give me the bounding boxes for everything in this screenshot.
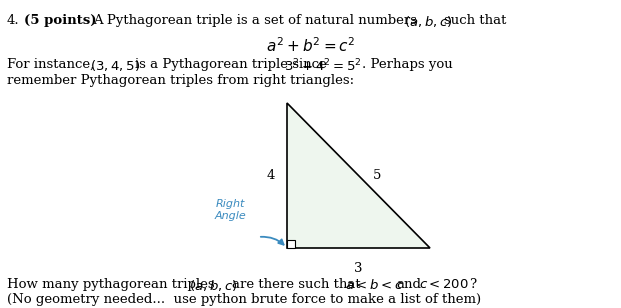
Text: such that: such that — [444, 14, 506, 27]
Text: ?: ? — [469, 278, 476, 291]
Text: are there such that: are there such that — [232, 278, 361, 291]
Text: $a^2 + b^2 = c^2$: $a^2 + b^2 = c^2$ — [266, 36, 356, 55]
Text: (No geometry needed...  use python brute force to make a list of them): (No geometry needed... use python brute … — [7, 293, 481, 306]
Text: $(a, b, c)$: $(a, b, c)$ — [404, 14, 453, 29]
Text: $(3, 4, 5)$: $(3, 4, 5)$ — [90, 58, 140, 73]
Text: For instance,: For instance, — [7, 58, 94, 71]
Text: $a < b < c$: $a < b < c$ — [345, 278, 403, 292]
Text: remember Pythagorean triples from right triangles:: remember Pythagorean triples from right … — [7, 74, 354, 87]
Polygon shape — [287, 103, 430, 248]
Text: A Pythagorean triple is a set of natural numbers: A Pythagorean triple is a set of natural… — [93, 14, 421, 27]
Text: $c < 200$: $c < 200$ — [419, 278, 469, 291]
Text: 4.: 4. — [7, 14, 20, 27]
Text: (5 points): (5 points) — [24, 14, 96, 27]
Text: $(a, b, c)$: $(a, b, c)$ — [189, 278, 238, 293]
Text: and: and — [396, 278, 421, 291]
Text: 3: 3 — [354, 262, 363, 275]
Text: 4: 4 — [266, 169, 275, 182]
Text: is a Pythagorean triple since: is a Pythagorean triple since — [135, 58, 327, 71]
Text: 5: 5 — [373, 169, 381, 182]
Text: . Perhaps you: . Perhaps you — [362, 58, 453, 71]
Text: $3^2 + 4^2 = 5^2$: $3^2 + 4^2 = 5^2$ — [284, 58, 361, 75]
Text: How many pythagorean triples: How many pythagorean triples — [7, 278, 215, 291]
Text: Right
Angle: Right Angle — [214, 199, 246, 221]
Polygon shape — [287, 240, 295, 248]
